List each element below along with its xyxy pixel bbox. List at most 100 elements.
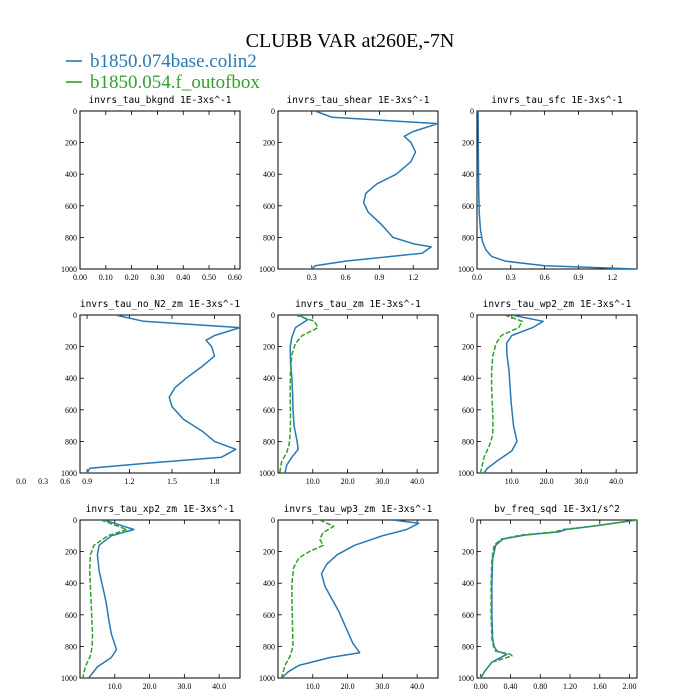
- x-tick-label: 1.2: [125, 477, 135, 486]
- x-tick-label: 40.0: [609, 477, 623, 486]
- y-tick-label: 800: [462, 233, 474, 242]
- x-tick-label: 0.30: [150, 273, 164, 282]
- plot-frame: [79, 519, 241, 679]
- legend-label-1: b1850.074base.colin2: [90, 51, 257, 72]
- x-tick-label: 0.40: [503, 682, 517, 691]
- legend-label-2: b1850.054.f_outofbox: [90, 72, 260, 93]
- y-tick-label: 200: [65, 343, 77, 352]
- x-tick-label: 0.9: [573, 273, 583, 282]
- series-line-1: [88, 520, 135, 678]
- y-tick-label: 600: [263, 202, 275, 211]
- plot-frame: [277, 519, 439, 679]
- y-tick-label: 200: [263, 343, 275, 352]
- series-line-1: [280, 520, 420, 678]
- y-tick-label: 200: [65, 139, 77, 148]
- y-tick-label: 800: [263, 642, 275, 651]
- y-tick-label: 400: [263, 170, 275, 179]
- y-tick-label: 0: [470, 107, 474, 116]
- series-line-1: [477, 111, 637, 269]
- panel-3: invrs_tau_sfc 1E-3xs^-1 0.0 0.3 0.6 0.9 1.2 0 2…: [458, 95, 638, 282]
- y-tick-label: 1000: [259, 469, 275, 478]
- x-tick-label: 1.8: [210, 477, 220, 486]
- x-tick-label: 0.6: [60, 477, 70, 486]
- panel-9: bv_freq_sqd 1E-3x1/s^2 0.00 0.40 0.80 1.20 1.…: [458, 504, 638, 691]
- y-tick-label: 400: [65, 170, 77, 179]
- y-tick-label: 200: [65, 548, 77, 557]
- y-tick-label: 800: [65, 437, 77, 446]
- panel-8: invrs_tau_wp3_zm 1E-3xs^-1 10.0 20.0 30.0 40…: [259, 504, 439, 691]
- y-tick-label: 400: [462, 579, 474, 588]
- x-tick-label: 10.0: [306, 477, 320, 486]
- legend: b1850.074base.colin2 b1850.054.f_outofbo…: [66, 51, 260, 93]
- y-tick-label: 1000: [61, 265, 77, 274]
- y-tick-label: 400: [462, 374, 474, 383]
- x-tick-label: 1.60: [593, 682, 607, 691]
- y-tick-label: 800: [263, 233, 275, 242]
- x-tick-label: 0.0: [16, 477, 26, 486]
- x-tick-label: 40.0: [410, 682, 424, 691]
- x-tick-label: 0.20: [125, 273, 139, 282]
- y-tick-label: 600: [65, 611, 77, 620]
- x-tick-label: 0.60: [228, 273, 242, 282]
- y-tick-label: 200: [263, 548, 275, 557]
- series-line-2: [82, 520, 128, 678]
- x-tick-label: 1.5: [167, 477, 177, 486]
- y-tick-label: 400: [65, 374, 77, 383]
- y-tick-label: 1000: [61, 469, 77, 478]
- series-line-2: [480, 520, 637, 678]
- plot-frame: [277, 110, 439, 270]
- y-tick-label: 400: [263, 579, 275, 588]
- y-tick-label: 600: [263, 611, 275, 620]
- x-tick-label: 30.0: [574, 477, 588, 486]
- plot-frame: [476, 314, 638, 474]
- x-tick-label: 10.0: [505, 477, 519, 486]
- x-tick-label: 40.0: [212, 682, 226, 691]
- panels: invrs_tau_bkgnd 1E-3xs^-10.00 0.10 0.20 0.3…: [16, 95, 638, 691]
- y-tick-label: 0: [73, 516, 77, 525]
- figure-title: CLUBB VAR at260E,-7N: [246, 30, 455, 52]
- plot-frame: [277, 314, 439, 474]
- x-tick-label: 2.00: [623, 682, 637, 691]
- y-tick-label: 0: [271, 107, 275, 116]
- panel-title: invrs_tau_wp2_zm 1E-3xs^-1: [483, 299, 632, 310]
- plot-frame: [476, 519, 638, 679]
- y-tick-label: 200: [462, 139, 474, 148]
- plot-frame: [79, 314, 241, 474]
- y-tick-label: 1000: [61, 674, 77, 683]
- y-tick-label: 800: [65, 642, 77, 651]
- panel-title: invrs_tau_sfc 1E-3xs^-1: [491, 95, 623, 106]
- x-tick-label: 0.3: [506, 273, 516, 282]
- series-line-1: [311, 111, 438, 269]
- x-tick-label: 0.3: [307, 273, 317, 282]
- y-tick-label: 1000: [458, 674, 474, 683]
- panel-title: invrs_tau_bkgnd 1E-3xs^-1: [89, 95, 232, 106]
- y-tick-label: 0: [271, 311, 275, 320]
- panel-title: invrs_tau_no_N2_zm 1E-3xs^-1: [80, 299, 240, 310]
- x-tick-label: 0.40: [176, 273, 190, 282]
- y-tick-label: 800: [462, 437, 474, 446]
- panel-5: invrs_tau_zm 1E-3xs^-1 10.0 20.0 30.0 40.0 0 2…: [259, 299, 439, 486]
- y-tick-label: 0: [271, 516, 275, 525]
- x-tick-label: 0.80: [533, 682, 547, 691]
- x-tick-label: 30.0: [375, 682, 389, 691]
- y-tick-label: 200: [263, 139, 275, 148]
- plot-frame: [79, 110, 241, 270]
- x-tick-label: 30.0: [177, 682, 191, 691]
- x-tick-label: 20.0: [341, 682, 355, 691]
- y-tick-label: 600: [462, 406, 474, 415]
- x-tick-label: 0.00: [474, 682, 488, 691]
- series-line-2: [479, 315, 523, 473]
- x-tick-label: 20.0: [341, 477, 355, 486]
- x-tick-label: 10.0: [306, 682, 320, 691]
- x-tick-label: 20.0: [540, 477, 554, 486]
- y-tick-label: 0: [73, 107, 77, 116]
- panel-4: invrs_tau_no_N2_zm 1E-3xs^-1 0.9 1.2 1.5 1.8…: [16, 299, 241, 486]
- x-tick-label: 0.3: [38, 477, 48, 486]
- x-tick-label: 20.0: [143, 682, 157, 691]
- y-tick-label: 400: [462, 170, 474, 179]
- panel-title: invrs_tau_xp2_zm 1E-3xs^-1: [86, 504, 235, 515]
- x-tick-label: 0.9: [374, 273, 384, 282]
- y-tick-label: 600: [65, 202, 77, 211]
- x-tick-label: 0.6: [341, 273, 351, 282]
